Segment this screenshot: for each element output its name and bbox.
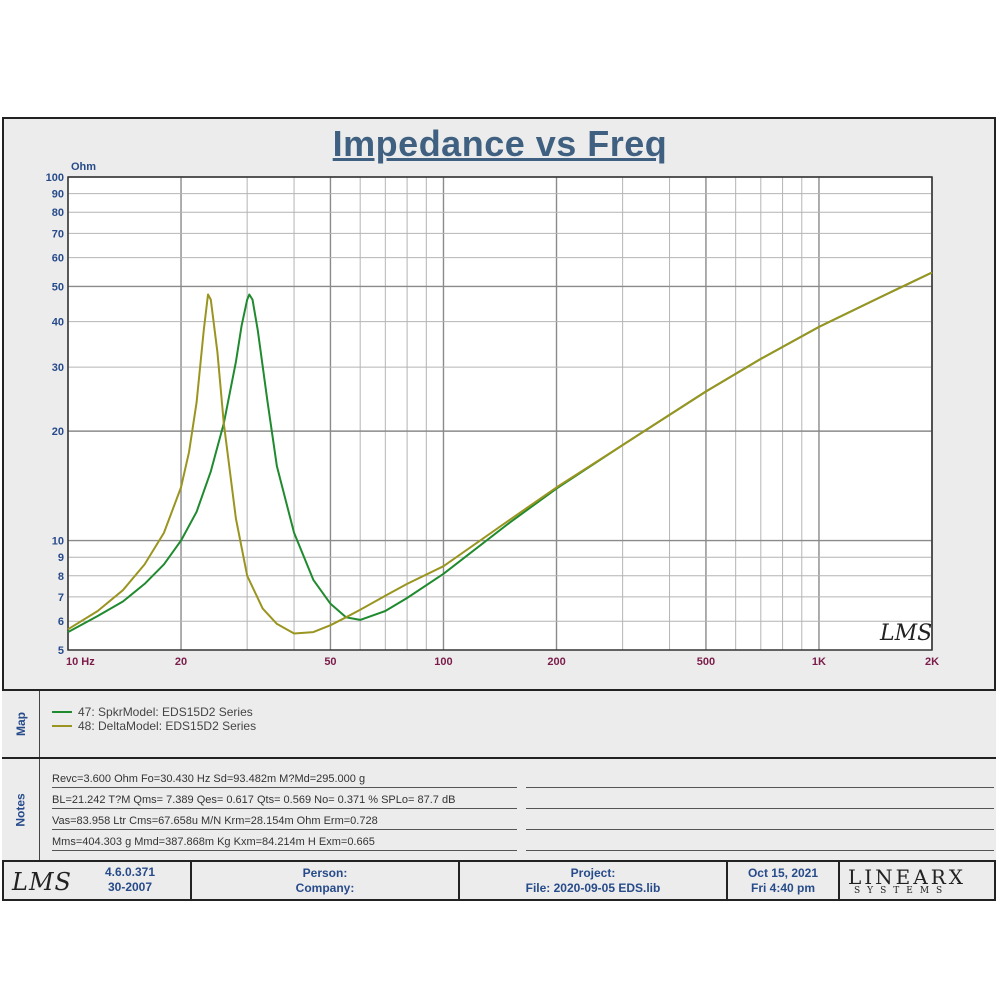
y-tick-label: 8 — [58, 571, 64, 583]
lms-watermark: LMS — [879, 621, 932, 646]
y-tick-label: 80 — [52, 207, 64, 219]
legend-item-delta: 48: DeltaModel: EDS15D2 Series — [52, 719, 256, 733]
legend-text-spkr: 47: SpkrModel: EDS15D2 Series — [78, 705, 253, 719]
notes-panel: Notes Revc=3.600 Ohm Fo=30.430 Hz Sd=93.… — [2, 757, 996, 862]
map-legend — [40, 691, 996, 757]
y-tick-label: 6 — [58, 616, 64, 628]
notes-label: Notes — [2, 759, 40, 860]
brand-logo-bottom: SYSTEMS — [854, 886, 950, 896]
y-tick-label: 90 — [52, 189, 64, 201]
note-line-3: Vas=83.958 Ltr Cms=67.658u M/N Krm=28.15… — [52, 813, 517, 830]
note-line-2: BL=21.242 T?M Qms= 7.389 Qes= 0.617 Qts=… — [52, 792, 517, 809]
y-tick-label: 9 — [58, 552, 64, 564]
y-tick-label: 20 — [52, 426, 64, 438]
y-axis-label: Ohm — [71, 161, 96, 173]
footer-brand-cell: LINEARX SYSTEMS — [840, 862, 996, 900]
map-panel: Map 47: SpkrModel: EDS15D2 Series 48: De… — [2, 689, 996, 759]
footer-date-cell: Oct 15, 2021 Fri 4:40 pm — [728, 862, 840, 900]
x-tick-label: 200 — [547, 656, 565, 668]
chart-title: Impedance vs Freq — [332, 123, 668, 164]
date-text: Oct 15, 2021 — [747, 866, 819, 880]
y-tick-label: 50 — [52, 281, 64, 293]
person-label: Person: — [302, 866, 348, 880]
y-tick-label: 7 — [58, 592, 64, 604]
company-label: Company: — [295, 881, 355, 895]
legend-swatch-spkr — [52, 711, 72, 713]
y-tick-label: 70 — [52, 228, 64, 240]
y-tick-label: 5 — [58, 645, 64, 657]
y-tick-label: 60 — [52, 253, 64, 265]
project-label: Project: — [570, 866, 616, 880]
map-label: Map — [2, 691, 40, 757]
footer-person-cell: Person: Company: — [192, 862, 460, 900]
x-tick-label: 50 — [324, 656, 336, 668]
version-text: 4.6.0.371 — [104, 865, 156, 879]
x-tick-label: 1K — [812, 656, 826, 668]
note-blank-2 — [526, 792, 994, 809]
lms-logo: LMS — [12, 868, 72, 896]
y-tick-label: 10 — [52, 536, 64, 548]
note-blank-4 — [526, 834, 994, 851]
series-line-delta — [67, 271, 933, 635]
file-label: File: 2020-09-05 EDS.lib — [525, 881, 661, 895]
plot-border — [67, 176, 933, 651]
legend-swatch-delta — [52, 725, 72, 727]
note-line-1: Revc=3.600 Ohm Fo=30.430 Hz Sd=93.482m M… — [52, 771, 517, 788]
legend-text-delta: 48: DeltaModel: EDS15D2 Series — [78, 719, 257, 733]
legend-item-spkr: 47: SpkrModel: EDS15D2 Series — [52, 705, 253, 719]
note-blank-3 — [526, 813, 994, 830]
footer-version-cell: LMS 4.6.0.371 30-2007 — [2, 862, 192, 900]
note-line-4: Mms=404.303 g Mmd=387.868m Kg Kxm=84.214… — [52, 834, 517, 851]
x-tick-label: 10 Hz — [66, 656, 95, 668]
y-tick-label: 40 — [52, 317, 64, 329]
footer-project-cell: Project: File: 2020-09-05 EDS.lib — [460, 862, 728, 900]
impedance-chart: 100 90 80 70 60 50 40 30 20 10 9 8 7 6 5 Ohm 10 Hz 20 50 10… — [46, 161, 939, 668]
plot-area — [68, 177, 932, 650]
x-tick-label: 100 — [434, 656, 452, 668]
y-tick-label: 30 — [52, 362, 64, 374]
y-tick-label: 100 — [46, 172, 64, 184]
x-tick-label: 20 — [175, 656, 187, 668]
note-blank-1 — [526, 771, 994, 788]
build-text: 30-2007 — [107, 880, 153, 894]
time-text: Fri 4:40 pm — [750, 881, 816, 895]
x-tick-label: 500 — [697, 656, 715, 668]
x-tick-label: 2K — [925, 656, 939, 668]
footer-divider — [2, 860, 996, 862]
brand-logo-top: LINEARX — [848, 865, 967, 889]
